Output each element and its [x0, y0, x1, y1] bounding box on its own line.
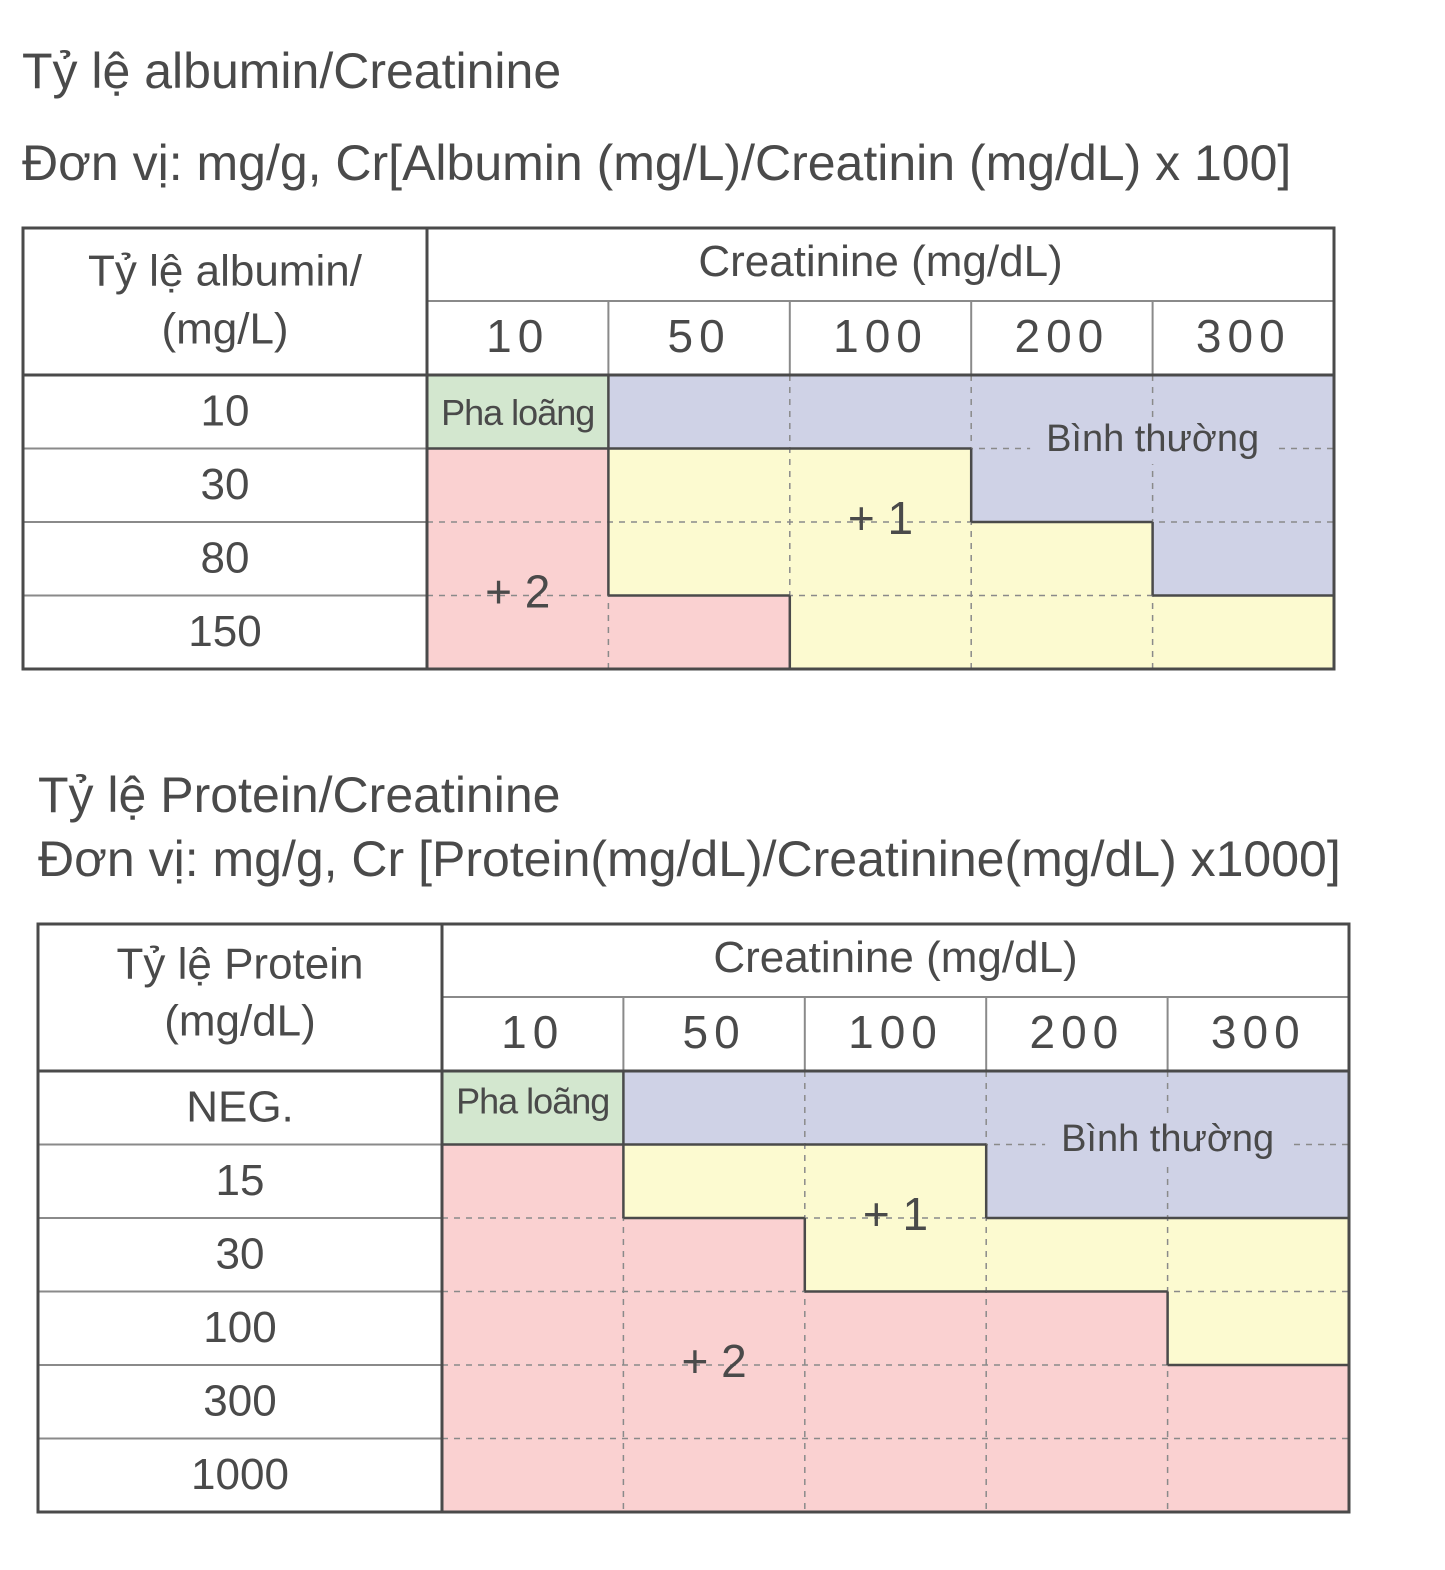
- table-border: [21, 226, 1336, 671]
- grade-cell-plus1: [804, 1144, 987, 1219]
- creatinine-col-label: 10: [486, 310, 549, 362]
- grade-cell-plus1: [1167, 1291, 1350, 1366]
- albumin-ratio-title: Tỷ lệ albumin/Creatinine: [22, 43, 562, 99]
- ratio-row-label: 300: [203, 1376, 276, 1425]
- grade-cell-plus1: [1167, 1218, 1350, 1292]
- grade-cell-plus2: [608, 595, 791, 670]
- zone-label-normal: Bình thường: [1061, 1118, 1274, 1160]
- protein-ratio-unit: Đơn vị: mg/g, Cr [Protein(mg/dL)/Creatin…: [38, 831, 1341, 887]
- grade-cell-plus2: [623, 1218, 806, 1292]
- ratio-row-label: 30: [216, 1229, 265, 1278]
- zone-label-plus1: + 1: [848, 492, 913, 544]
- grade-cell-plus2: [427, 448, 609, 523]
- zone-label-plus2: + 2: [681, 1335, 746, 1387]
- grade-cell-plus1: [608, 522, 791, 596]
- grade-cell-plus2: [1167, 1438, 1350, 1513]
- grade-cell-plus1: [789, 522, 972, 596]
- grade-cell-plus2: [442, 1365, 624, 1439]
- row-header-line-1: Tỷ lệ albumin/: [88, 247, 363, 296]
- grade-cell-plus2: [442, 1291, 624, 1366]
- grade-cell-plus1: [623, 1144, 806, 1219]
- grade-cell-normal: [1152, 522, 1335, 596]
- grade-cell-plus2: [623, 1365, 806, 1439]
- grade-cell-plus2: [804, 1291, 987, 1366]
- zone-label-dilute: Pha loãng: [441, 392, 594, 433]
- grade-cell-plus2: [986, 1365, 1169, 1439]
- creatinine-col-label: 100: [848, 1006, 943, 1058]
- grade-cell-plus2: [986, 1438, 1169, 1513]
- albumin-ratio-unit: Đơn vị: mg/g, Cr[Albumin (mg/L)/Creatini…: [22, 135, 1292, 191]
- grade-cell-plus1: [789, 448, 972, 523]
- grade-cell-plus2: [986, 1291, 1169, 1366]
- grade-cell-plus1: [971, 522, 1154, 596]
- ratio-row-label: 100: [203, 1303, 276, 1352]
- creatinine-col-label: 100: [833, 310, 928, 362]
- row-header-line-2: (mg/dL): [164, 997, 316, 1046]
- ratio-row-label: 150: [188, 607, 261, 656]
- grade-cell-plus2: [442, 1218, 624, 1292]
- grade-cell-plus1: [804, 1218, 987, 1292]
- ratio-row-label: 10: [201, 386, 250, 435]
- grade-cell-plus1: [1152, 595, 1335, 670]
- grade-cell-plus2: [623, 1291, 806, 1366]
- grade-cell-plus1: [971, 595, 1154, 670]
- zone-label-plus2: + 2: [485, 566, 550, 618]
- zone-label-normal: Bình thường: [1046, 418, 1259, 460]
- creatinine-header: Creatinine (mg/dL): [713, 933, 1077, 982]
- zone-label-dilute: Pha loãng: [456, 1081, 609, 1122]
- row-header-line-2: (mg/L): [161, 305, 288, 354]
- grade-cell-plus1: [789, 595, 972, 670]
- grade-cell-normal: [608, 375, 791, 449]
- zone-label-bg: [1030, 418, 1276, 465]
- zone-label-bg: [1045, 1117, 1291, 1164]
- ratio-row-label: 15: [216, 1156, 265, 1205]
- ratio-row-label: NEG.: [186, 1082, 294, 1131]
- grade-cell-normal: [623, 1071, 806, 1145]
- protein-ratio-title: Tỷ lệ Protein/Creatinine: [38, 767, 561, 823]
- creatinine-col-label: 10: [501, 1006, 564, 1058]
- grade-cell-plus2: [1167, 1365, 1350, 1439]
- creatinine-col-label: 300: [1196, 310, 1291, 362]
- row-header-line-1: Tỷ lệ Protein: [117, 940, 364, 989]
- zone-label-plus1: + 1: [863, 1188, 928, 1240]
- grade-cell-normal: [789, 375, 972, 449]
- ratio-row-label: 30: [201, 460, 250, 509]
- creatinine-col-label: 200: [1030, 1006, 1125, 1058]
- ratio-row-label: 80: [201, 533, 250, 582]
- creatinine-col-label: 300: [1211, 1006, 1306, 1058]
- ratio-row-label: 1000: [191, 1450, 289, 1499]
- grade-cell-plus2: [623, 1438, 806, 1513]
- grade-cell-plus2: [427, 595, 609, 670]
- grade-cell-normal: [804, 1071, 987, 1145]
- grade-cell-plus1: [608, 448, 791, 523]
- creatinine-header: Creatinine (mg/dL): [698, 237, 1062, 286]
- table-border: [36, 922, 1351, 1514]
- creatinine-col-label: 50: [668, 310, 731, 362]
- creatinine-col-label: 50: [683, 1006, 746, 1058]
- grade-cell-dilute: [442, 1071, 624, 1145]
- grade-cell-plus2: [804, 1365, 987, 1439]
- grade-cell-dilute: [427, 375, 609, 449]
- grade-cell-plus2: [442, 1144, 624, 1219]
- grade-cell-plus2: [442, 1438, 624, 1513]
- albumin-ratio-table: Tỷ lệ albumin/ (mg/L) Creatinine (mg/dL) 10…: [21, 226, 1336, 671]
- grade-cell-plus2: [804, 1438, 987, 1513]
- creatinine-col-label: 200: [1015, 310, 1110, 362]
- grade-cell-plus1: [986, 1218, 1169, 1292]
- grade-cell-plus2: [427, 522, 609, 596]
